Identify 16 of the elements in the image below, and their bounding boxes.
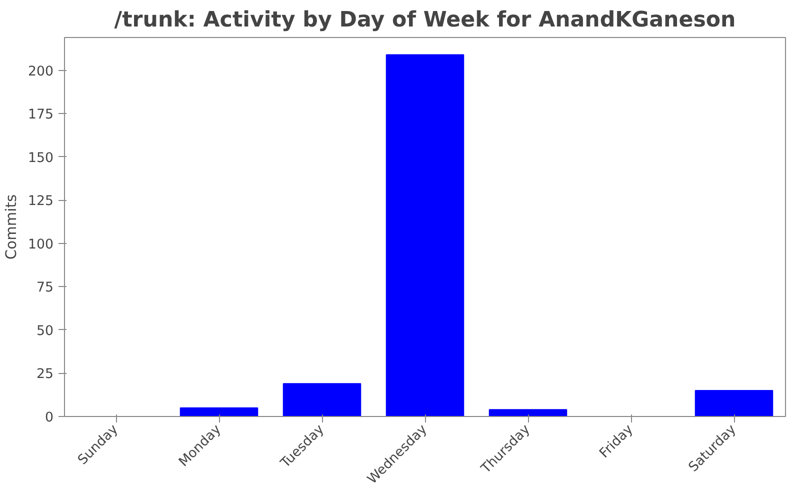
y-axis-title: Commits — [3, 194, 20, 260]
y-tick-label: 150 — [28, 150, 54, 166]
bar — [180, 407, 258, 416]
y-tick-label: 50 — [36, 324, 54, 339]
y-tick-label: 100 — [28, 237, 54, 252]
chart-title: /trunk: Activity by Day of Week for AnandKGaneson — [114, 8, 736, 32]
bar — [386, 54, 464, 416]
y-tick-label: 0 — [45, 410, 54, 426]
y-tick-label: 125 — [28, 194, 54, 210]
bar — [694, 390, 774, 416]
bar — [488, 409, 568, 416]
bar — [282, 383, 362, 416]
y-tick-label: 200 — [28, 64, 54, 80]
y-tick-label: 75 — [36, 280, 54, 296]
y-tick-label: 25 — [36, 367, 54, 382]
y-tick-label: 175 — [28, 108, 54, 123]
